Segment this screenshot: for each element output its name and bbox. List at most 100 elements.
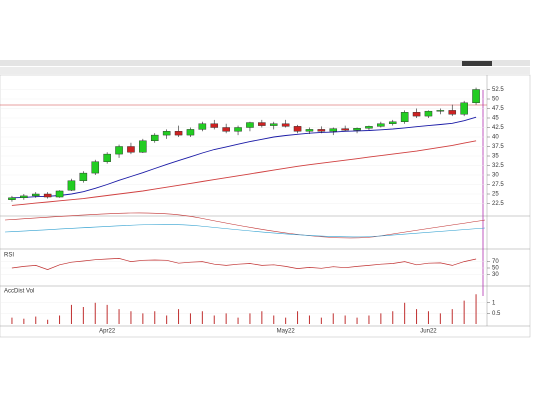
volume-bar [416, 309, 418, 324]
toolbar-button[interactable] [462, 61, 492, 66]
candle-body [91, 161, 100, 174]
y-tick-label: 50 [492, 266, 499, 272]
panel-title: AccDist Vol [4, 289, 34, 295]
y-tick-label: 50 [492, 97, 499, 103]
volume-bar [439, 313, 441, 324]
volume-bar [201, 311, 203, 324]
moving-average [11, 116, 477, 199]
volume-bar [368, 315, 370, 324]
candle-body [269, 123, 278, 126]
volume-bar [118, 309, 120, 324]
candle-body [436, 110, 445, 112]
y-tick-label: 30 [492, 173, 499, 179]
candle-body [400, 112, 409, 123]
volume-bar [427, 311, 429, 324]
indicator-line [11, 258, 477, 270]
x-tick-label: Apr22 [99, 329, 116, 335]
volume-bar [297, 311, 299, 324]
x-tick-label: May22 [277, 329, 296, 335]
volume-bar [308, 315, 310, 324]
y-tick-label: 32.5 [492, 163, 504, 169]
y-tick-label: 22.5 [492, 201, 504, 207]
volume-bar [225, 313, 227, 324]
volume-bar [82, 307, 84, 324]
candle-body [424, 110, 433, 117]
candle-body [377, 123, 385, 127]
candle-body [234, 127, 242, 132]
candle-body [115, 146, 123, 155]
candle-body [293, 126, 302, 132]
candle-body [150, 134, 159, 142]
volume-bar [451, 309, 453, 324]
volume-bar [332, 313, 334, 324]
candle-body [258, 122, 266, 126]
candle-body [365, 126, 373, 129]
candle-body [329, 128, 338, 132]
y-tick-label: 37.5 [492, 144, 504, 150]
volume-bar [261, 311, 263, 324]
y-tick-label: 52.5 [492, 87, 504, 93]
y-tick-label: 47.5 [492, 106, 504, 112]
volume-bar [392, 311, 394, 324]
volume-bar [35, 316, 37, 324]
volume-bar [130, 311, 132, 324]
volume-bar [106, 304, 108, 324]
candle-body [448, 110, 457, 115]
candle-body [210, 123, 219, 128]
y-tick-label: 42.5 [492, 125, 504, 131]
candle-body [412, 112, 421, 117]
candle-body [67, 180, 76, 191]
y-tick-label: 70 [492, 259, 499, 265]
candle-body [472, 89, 480, 104]
volume-bar [189, 313, 191, 324]
candle-body [139, 140, 147, 153]
candle-body [460, 102, 468, 115]
volume-bar [273, 315, 275, 324]
volume-bar [94, 302, 96, 324]
y-tick-label: 27.5 [492, 182, 504, 188]
candle-body [127, 146, 135, 153]
volume-bar [285, 317, 287, 324]
candle-body [8, 197, 16, 200]
volume-bar [142, 313, 144, 324]
candle-body [198, 123, 207, 130]
volume-bar [380, 313, 382, 324]
moving-average [11, 140, 477, 206]
y-tick-label: 35 [492, 154, 499, 160]
candle-body [341, 128, 349, 131]
candle-body [388, 121, 397, 124]
candle-body [162, 131, 171, 136]
volume-bar [320, 317, 322, 324]
candle-body [305, 129, 314, 132]
candle-body [79, 172, 88, 181]
candle-body [20, 195, 28, 198]
volume-bar [237, 317, 239, 324]
toolbar [0, 67, 530, 74]
candle-body [43, 193, 52, 198]
x-tick-label: Jun22 [420, 329, 437, 335]
y-tick-label: 40 [492, 135, 499, 141]
volume-bar [178, 309, 180, 324]
volume-bar [463, 300, 465, 324]
y-tick-label: 1 [492, 300, 496, 306]
y-tick-label: 25 [492, 192, 499, 198]
candle-body [281, 123, 290, 127]
volume-bar [23, 318, 25, 324]
candle-body [174, 131, 183, 136]
volume-bar [70, 304, 72, 324]
volume-bar [356, 317, 358, 324]
plot-frame [0, 74, 531, 338]
candle-body [103, 153, 111, 162]
volume-bar [59, 315, 61, 324]
volume-bar [213, 315, 215, 324]
volume-bar [249, 313, 251, 324]
candle-body [31, 193, 40, 197]
signal-line [4, 224, 486, 238]
volume-bar [404, 302, 406, 324]
volume-bar [11, 317, 13, 324]
candle-body [55, 190, 64, 198]
volume-bar [475, 294, 477, 324]
volume-bar [166, 315, 168, 324]
